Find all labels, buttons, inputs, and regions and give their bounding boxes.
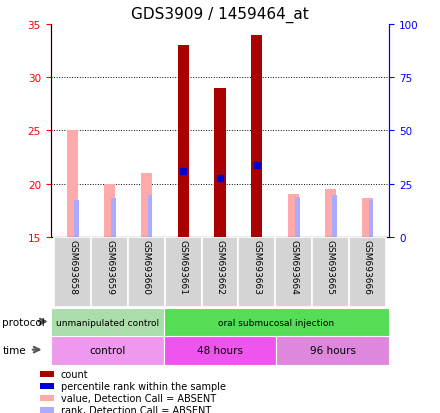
Bar bbox=[202, 237, 238, 308]
Bar bbox=[369, 200, 374, 237]
Text: GSM693659: GSM693659 bbox=[105, 240, 114, 294]
Bar bbox=[141, 173, 152, 237]
Text: 48 hours: 48 hours bbox=[197, 346, 243, 356]
Bar bbox=[128, 237, 165, 308]
Text: count: count bbox=[61, 369, 88, 379]
Bar bbox=[325, 190, 336, 237]
Title: GDS3909 / 1459464_at: GDS3909 / 1459464_at bbox=[131, 7, 309, 24]
Bar bbox=[67, 131, 78, 237]
Text: unmanipulated control: unmanipulated control bbox=[55, 318, 159, 327]
Bar bbox=[51, 309, 164, 337]
Text: control: control bbox=[89, 346, 125, 356]
Text: GSM693660: GSM693660 bbox=[142, 240, 151, 294]
Bar bbox=[164, 309, 389, 337]
Bar bbox=[276, 337, 389, 365]
Text: rank, Detection Call = ABSENT: rank, Detection Call = ABSENT bbox=[61, 405, 211, 413]
Bar bbox=[251, 165, 262, 237]
Text: GSM693664: GSM693664 bbox=[289, 240, 298, 294]
Bar bbox=[51, 337, 164, 365]
Bar bbox=[332, 196, 337, 237]
Bar bbox=[40, 395, 54, 401]
Bar bbox=[74, 200, 79, 237]
Bar bbox=[178, 46, 189, 237]
Text: GSM693661: GSM693661 bbox=[179, 240, 188, 294]
Text: GSM693662: GSM693662 bbox=[216, 240, 224, 294]
Text: GSM693658: GSM693658 bbox=[68, 240, 77, 294]
Bar bbox=[288, 195, 299, 237]
Bar bbox=[40, 371, 54, 377]
Text: protocol: protocol bbox=[2, 318, 45, 328]
Bar bbox=[165, 237, 202, 308]
Bar bbox=[312, 237, 349, 308]
Bar bbox=[111, 198, 116, 237]
Bar bbox=[178, 171, 189, 237]
Text: GSM693663: GSM693663 bbox=[252, 240, 261, 294]
Bar bbox=[362, 198, 373, 237]
Text: 96 hours: 96 hours bbox=[310, 346, 356, 356]
Text: oral submucosal injection: oral submucosal injection bbox=[218, 318, 334, 327]
Bar bbox=[104, 184, 115, 237]
Text: percentile rank within the sample: percentile rank within the sample bbox=[61, 381, 226, 391]
Bar bbox=[349, 237, 386, 308]
Bar bbox=[40, 406, 54, 413]
Bar bbox=[214, 179, 226, 237]
Bar bbox=[40, 383, 54, 389]
Bar bbox=[91, 237, 128, 308]
Bar bbox=[238, 237, 275, 308]
Bar bbox=[164, 337, 276, 365]
Bar bbox=[295, 197, 300, 237]
Text: time: time bbox=[2, 346, 26, 356]
Bar bbox=[251, 36, 262, 237]
Bar bbox=[148, 196, 152, 237]
Text: value, Detection Call = ABSENT: value, Detection Call = ABSENT bbox=[61, 393, 216, 403]
Text: GSM693665: GSM693665 bbox=[326, 240, 335, 294]
Bar bbox=[214, 89, 226, 237]
Bar bbox=[54, 237, 91, 308]
Bar bbox=[275, 237, 312, 308]
Text: GSM693666: GSM693666 bbox=[363, 240, 372, 294]
